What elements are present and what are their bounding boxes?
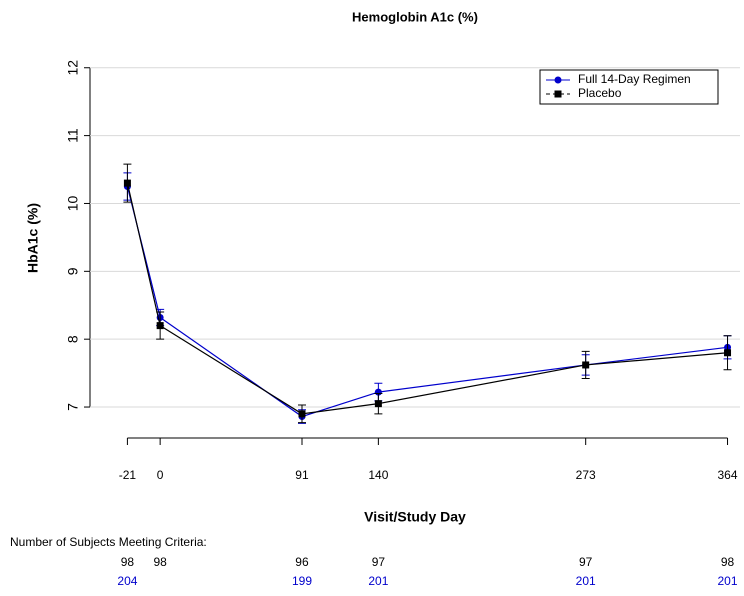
series-line: [126, 186, 728, 418]
legend-label: Full 14-Day Regimen: [578, 72, 691, 86]
counts-caption: Number of Subjects Meeting Criteria:: [10, 535, 207, 549]
subject-count: 98: [121, 555, 135, 569]
legend-box: [539, 69, 719, 105]
y-tick-label: 8: [65, 335, 81, 343]
subject-count: 98: [721, 555, 735, 569]
subject-count: 201: [368, 574, 388, 588]
x-tick-label: 140: [368, 468, 388, 482]
subject-count: 96: [295, 555, 309, 569]
subject-count: 204: [117, 574, 137, 588]
x-tick-label: -21: [119, 468, 137, 482]
y-tick-label: 10: [65, 195, 81, 211]
y-tick-label: 9: [65, 267, 81, 275]
y-axis-label: HbA1c (%): [25, 203, 41, 273]
legend-marker: [554, 76, 562, 84]
data-point: [374, 400, 382, 408]
y-tick-label: 11: [65, 128, 81, 143]
subject-count: 98: [153, 555, 167, 569]
subject-count: 201: [718, 574, 738, 588]
series-line: [126, 182, 728, 415]
data-point: [123, 179, 131, 187]
y-tick-label: 7: [65, 403, 81, 411]
subject-count: 97: [579, 555, 593, 569]
legend-marker: [554, 90, 562, 98]
data-point: [582, 361, 590, 369]
subject-count: 201: [576, 574, 596, 588]
data-point: [298, 410, 306, 418]
subject-count: 97: [372, 555, 386, 569]
x-axis-label: Visit/Study Day: [364, 509, 466, 525]
chart-title: Hemoglobin A1c (%): [352, 9, 478, 24]
data-point: [156, 322, 164, 330]
x-tick-label: 273: [576, 468, 596, 482]
subject-count: 199: [292, 574, 312, 588]
x-tick-label: 0: [157, 468, 164, 482]
x-tick-label: 364: [718, 468, 738, 482]
legend-label: Placebo: [578, 86, 622, 100]
x-tick-label: 91: [295, 468, 309, 482]
data-point: [724, 349, 732, 357]
y-tick-label: 12: [65, 60, 81, 76]
